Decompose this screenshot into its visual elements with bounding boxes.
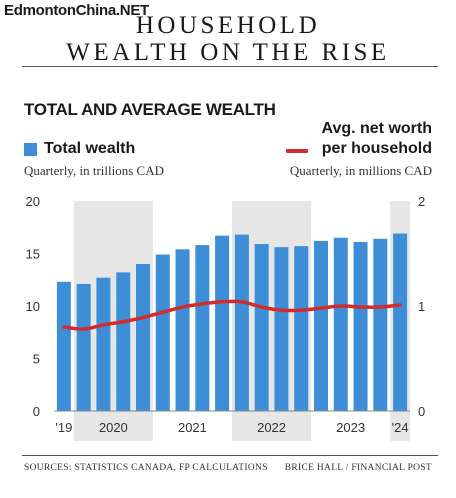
bar-2019-q4 bbox=[56, 281, 71, 411]
y-left-tick-15: 15 bbox=[26, 247, 40, 262]
headline-line-1: HOUSEHOLD bbox=[135, 12, 321, 39]
bar-2023-q1 bbox=[314, 240, 328, 411]
x-tick-19: '19 bbox=[55, 420, 72, 435]
bar-2021-q3 bbox=[195, 245, 210, 411]
footer-rule bbox=[22, 455, 438, 456]
bar-2020-q2 bbox=[96, 277, 111, 411]
bar-2023-q2 bbox=[333, 237, 348, 411]
credit-note: BRICE HALL / FINANCIAL POST bbox=[284, 463, 432, 473]
y-left-tick-10: 10 bbox=[26, 299, 40, 314]
watermark: EdmontonChina.NET bbox=[4, 2, 149, 19]
bar-2023-q3 bbox=[353, 241, 368, 411]
y-left-tick-0: 0 bbox=[33, 404, 40, 419]
bar-2022-q3 bbox=[274, 247, 289, 411]
bar-2020-q1 bbox=[76, 283, 91, 411]
left-axis-unit: Quarterly, in trillions CAD bbox=[24, 163, 164, 178]
chart-title: TOTAL AND AVERAGE WEALTH bbox=[24, 100, 276, 119]
y-right-tick-1: 1 bbox=[418, 299, 425, 314]
bar-2020-q3 bbox=[116, 272, 131, 411]
headline-line-2: WEALTH ON THE RISE bbox=[66, 39, 390, 66]
x-tick-2023: 2023 bbox=[336, 420, 365, 435]
legend-avg-net-worth-line-2: per household bbox=[321, 140, 432, 157]
bar-2022-q1 bbox=[234, 234, 249, 411]
bar-2021-q2 bbox=[175, 249, 190, 411]
avg-net-worth-line bbox=[62, 299, 402, 331]
headline-rule bbox=[22, 66, 438, 67]
bar-2024-q1 bbox=[393, 233, 408, 411]
sources-note: SOURCES: STATISTICS CANADA, FP CALCULATI… bbox=[24, 463, 268, 473]
legend-bar-swatch bbox=[24, 143, 37, 156]
y-right-tick-2: 2 bbox=[418, 194, 425, 209]
y-right-tick-0: 0 bbox=[418, 404, 425, 419]
legend-avg-net-worth-line-1: Avg. net worth bbox=[321, 120, 432, 137]
right-axis-unit: Quarterly, in millions CAD bbox=[289, 163, 432, 178]
bar-2021-q4 bbox=[215, 235, 230, 411]
x-tick-2022: 2022 bbox=[257, 420, 286, 435]
bar-2022-q4 bbox=[294, 246, 309, 411]
bar-2022-q2 bbox=[254, 244, 269, 411]
bar-2021-q1 bbox=[155, 254, 170, 411]
x-tick-2020: 2020 bbox=[99, 420, 128, 435]
legend-total-wealth-label: Total wealth bbox=[44, 140, 136, 157]
x-tick-2021: 2021 bbox=[178, 420, 207, 435]
y-left-tick-5: 5 bbox=[33, 352, 40, 367]
y-left-tick-20: 20 bbox=[26, 194, 40, 209]
bar-2023-q4 bbox=[373, 238, 388, 411]
x-tick-24: '24 bbox=[392, 420, 409, 435]
legend-line-swatch bbox=[286, 149, 308, 153]
bar-2020-q4 bbox=[136, 264, 150, 411]
